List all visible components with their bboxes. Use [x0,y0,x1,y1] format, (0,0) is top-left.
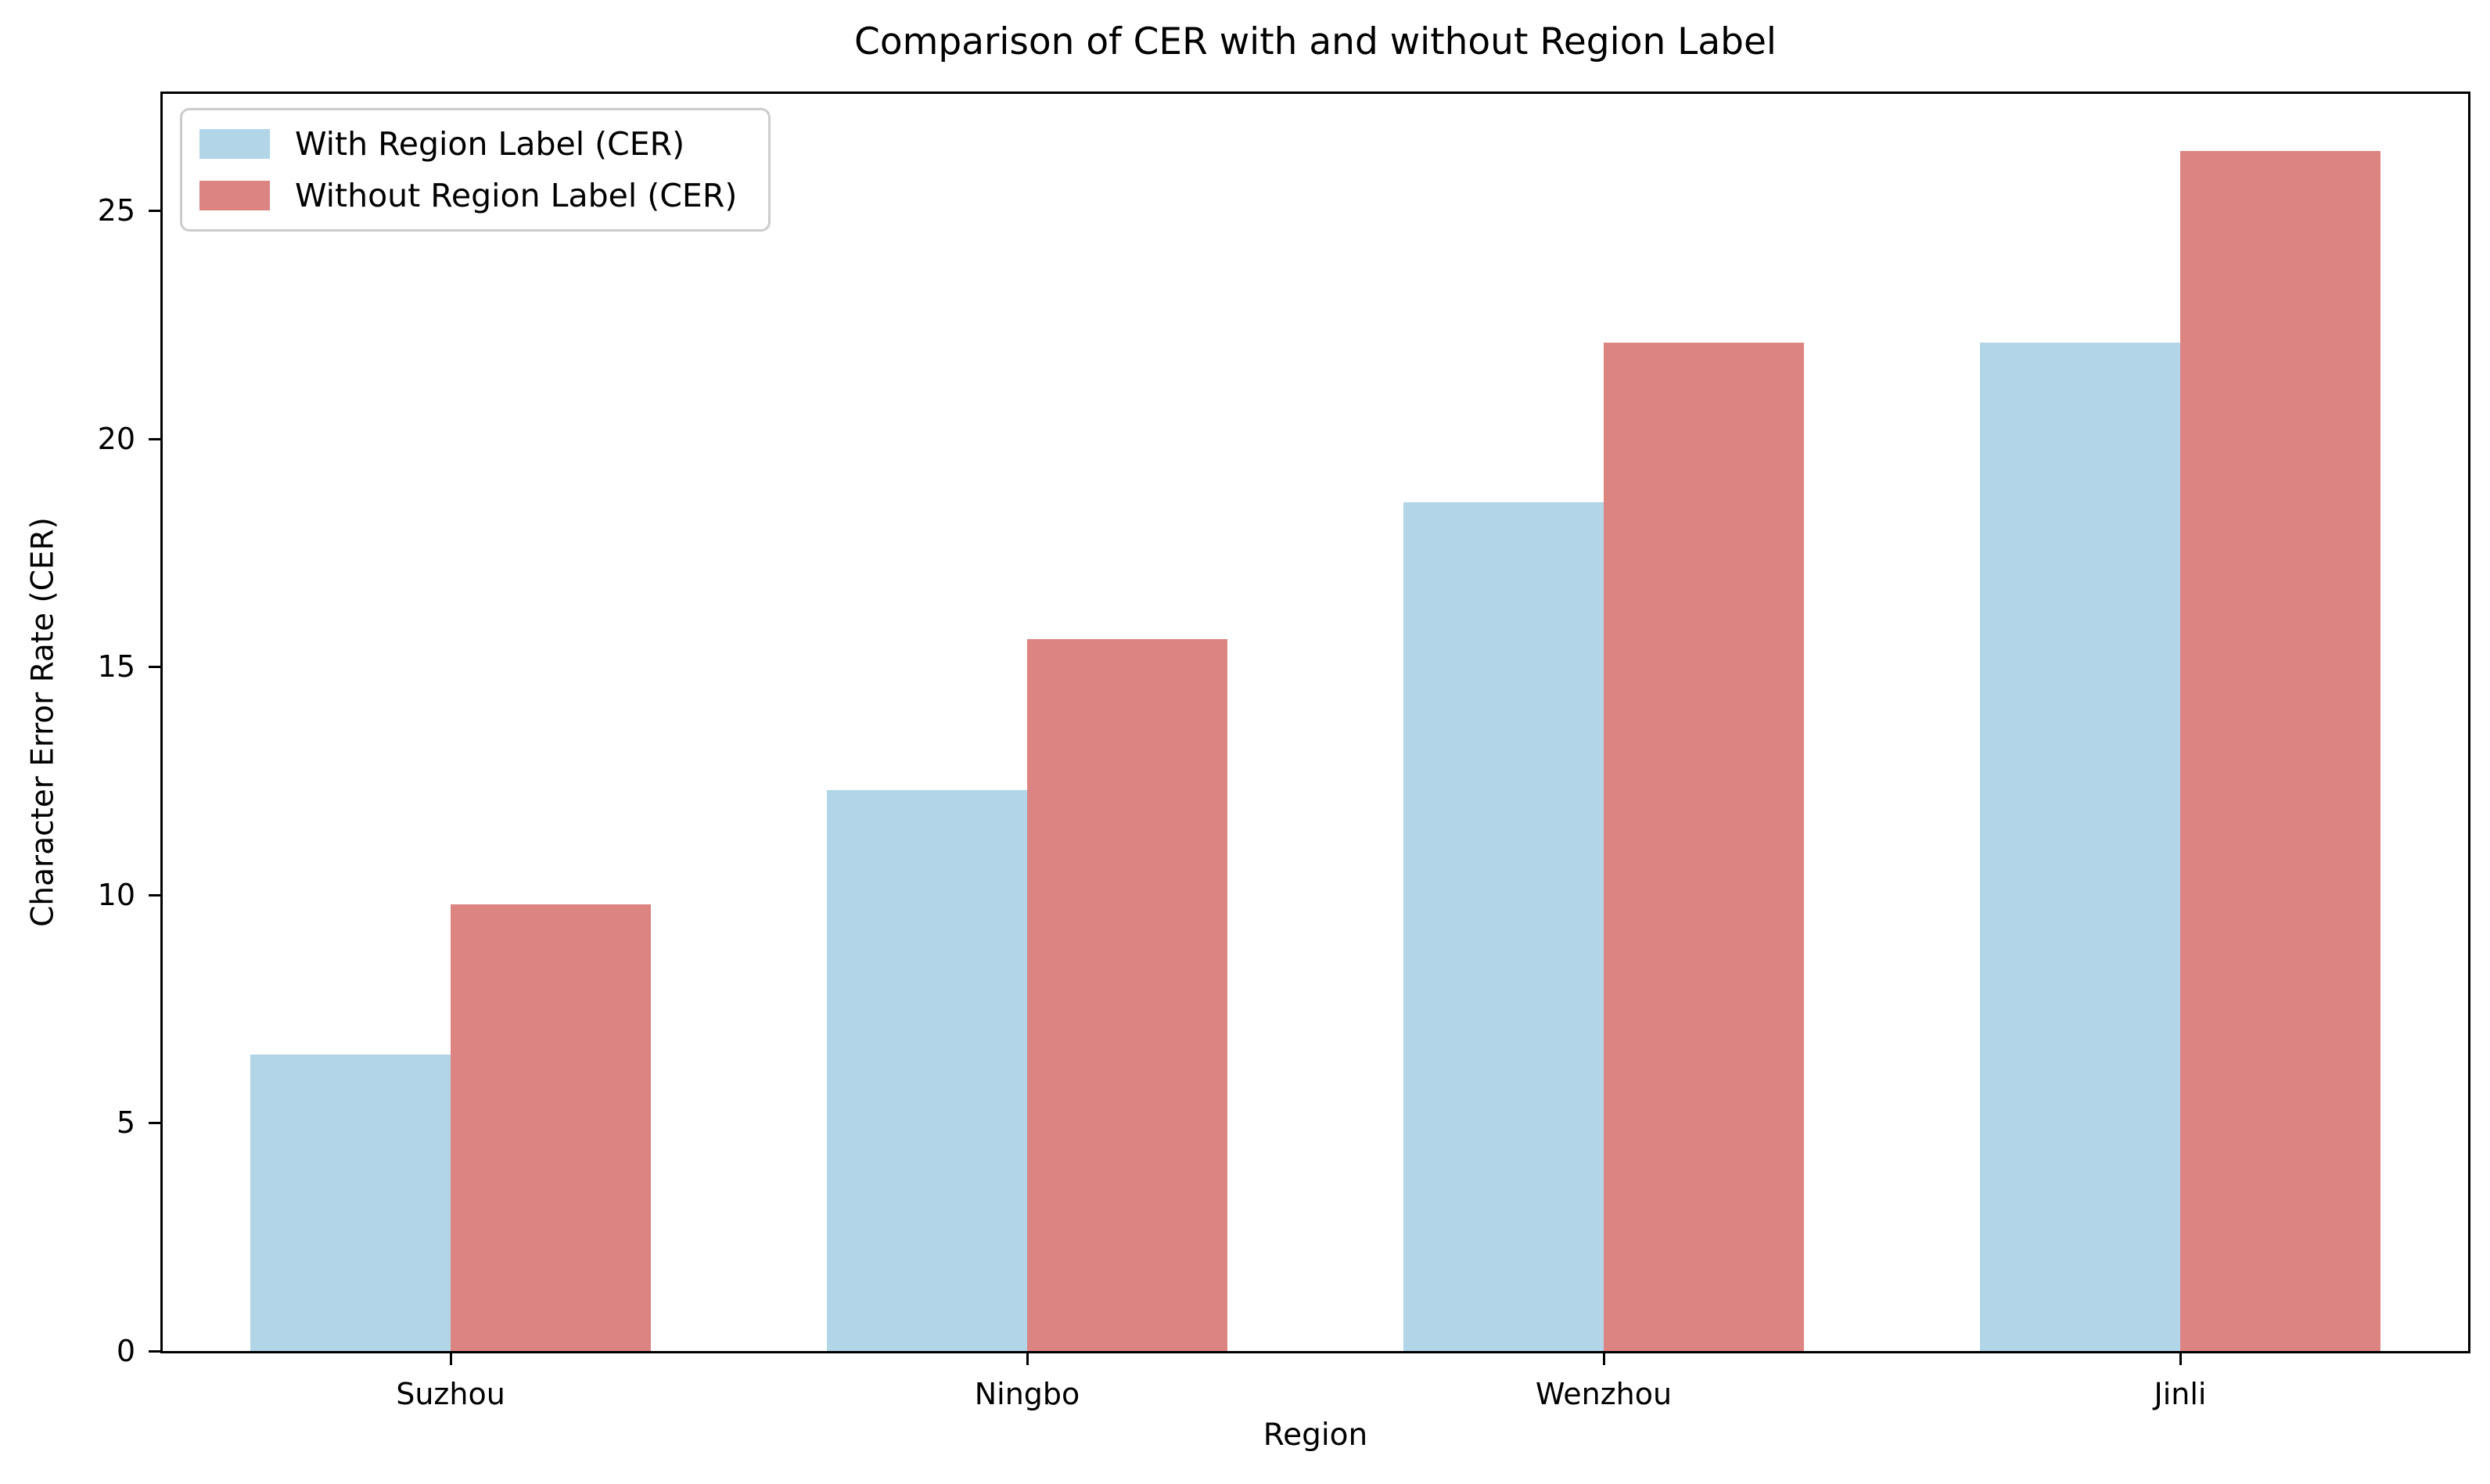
y-tick-label-25: 25 [97,193,135,228]
x-tick-label-wenzhou: Wenzhou [1535,1377,1673,1411]
bar-with-region-label-suzhou [250,1055,451,1351]
bar-without-region-label-jinli [2180,151,2380,1351]
x-axis-label: Region [1263,1418,1368,1453]
bar-with-region-label-ningbo [827,790,1027,1351]
x-tick-mark-suzhou [450,1353,452,1365]
legend-swatch-without-region-label [199,181,270,210]
legend-item-with-region-label: With Region Label (CER) [199,124,737,163]
x-tick-mark-jinli [2179,1353,2182,1365]
legend-item-without-region-label: Without Region Label (CER) [199,176,737,215]
plot-area: 0 5 10 15 20 25 Suzhou Ningbo Wenzhou Jinli With… [98,92,2470,1411]
x-tick-label-suzhou: Suzhou [396,1377,505,1411]
y-tick-label-15: 15 [97,649,135,684]
y-tick-mark-5 [149,1122,160,1124]
bar-with-region-label-wenzhou [1403,502,1604,1351]
y-tick-label-20: 20 [97,422,135,456]
chart-title: Comparison of CER with and without Regio… [854,20,1777,63]
y-axis-label: Character Error Rate (CER) [25,517,61,927]
legend-label-without-region-label: Without Region Label (CER) [295,177,738,214]
x-tick-mark-wenzhou [1603,1353,1605,1365]
y-tick-label-0: 0 [116,1334,135,1368]
bar-without-region-label-ningbo [1027,639,1227,1351]
x-tick-mark-ningbo [1026,1353,1029,1365]
bar-without-region-label-suzhou [451,904,651,1351]
legend-swatch-with-region-label [199,129,270,159]
y-tick-mark-10 [149,894,160,897]
x-tick-label-ningbo: Ningbo [974,1377,1080,1411]
y-tick-mark-25 [149,210,160,212]
y-tick-mark-0 [149,1350,160,1353]
y-tick-label-5: 5 [116,1105,135,1140]
bar-with-region-label-jinli [1980,343,2180,1351]
legend-label-with-region-label: With Region Label (CER) [295,125,685,163]
bar-without-region-label-wenzhou [1604,343,1804,1351]
x-tick-label-jinli: Jinli [2154,1377,2207,1411]
y-tick-label-10: 10 [97,878,135,912]
legend: With Region Label (CER) Without Region L… [180,108,771,232]
y-tick-mark-20 [149,438,160,440]
y-tick-mark-15 [149,666,160,668]
